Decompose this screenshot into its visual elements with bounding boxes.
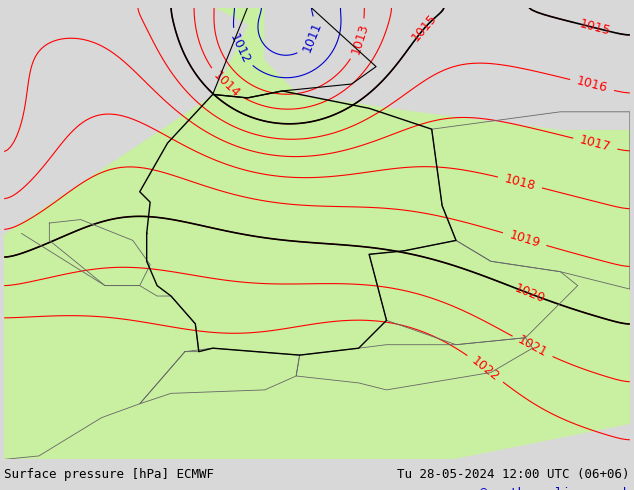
Text: 1018: 1018 [503,172,537,193]
Text: ©weatheronline.co.uk: ©weatheronline.co.uk [480,487,630,490]
Text: 1017: 1017 [578,133,612,154]
Text: 1022: 1022 [469,354,501,384]
Polygon shape [265,7,630,129]
Text: Tu 28-05-2024 12:00 UTC (06+06): Tu 28-05-2024 12:00 UTC (06+06) [398,468,630,482]
Text: 1013: 1013 [349,22,371,56]
Polygon shape [4,7,247,233]
Text: 1011: 1011 [301,20,324,54]
Text: 1014: 1014 [210,69,242,100]
Text: 1021: 1021 [515,334,550,360]
Text: 1015: 1015 [410,12,440,44]
Text: 1019: 1019 [508,228,541,250]
Text: 1015: 1015 [578,18,612,38]
Text: Surface pressure [hPa] ECMWF: Surface pressure [hPa] ECMWF [4,468,214,482]
Text: 1016: 1016 [575,74,609,96]
Polygon shape [4,425,630,490]
Text: 1012: 1012 [227,31,252,66]
Text: 1020: 1020 [512,281,547,305]
